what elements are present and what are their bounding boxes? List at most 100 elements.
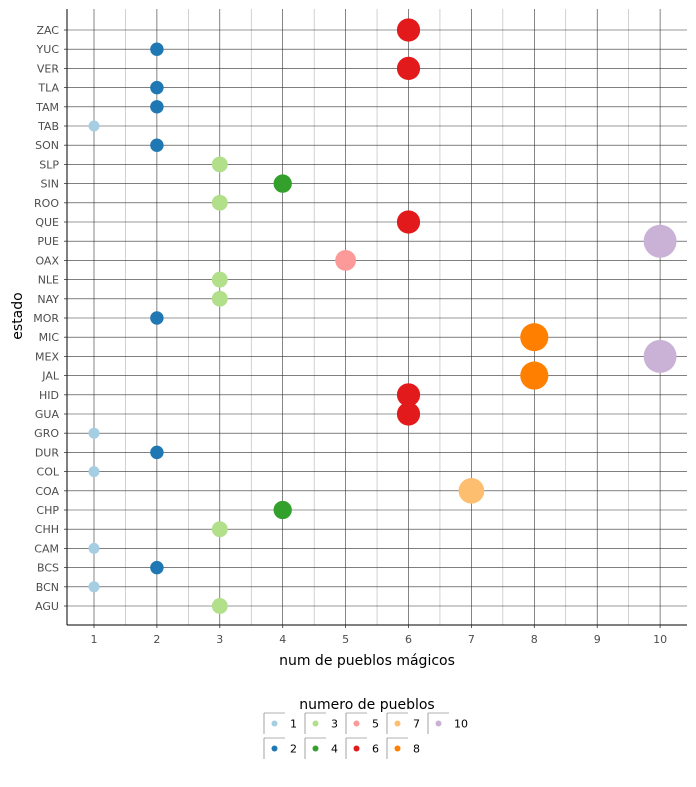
data-point-tla (150, 80, 164, 95)
x-tick-label: 7 (468, 633, 475, 646)
x-tick-label: 9 (594, 633, 601, 646)
y-tick-label: CHP (36, 504, 59, 517)
data-point-pue (643, 224, 677, 258)
legend-marker (271, 745, 278, 752)
y-tick-label: SLP (39, 158, 59, 171)
y-tick-label: VER (37, 62, 59, 75)
legend-label: 8 (413, 743, 420, 756)
axes (66, 9, 687, 626)
legend-label: 10 (454, 718, 468, 731)
legend-item-6: 6 (345, 737, 379, 759)
legend-label: 3 (331, 718, 338, 731)
legend: 1 2 3 4 5 6 7 8 10 (263, 712, 468, 759)
data-point-nay (211, 290, 228, 307)
x-tick-label: 10 (653, 633, 667, 646)
data-point-zac (396, 18, 421, 42)
data-point-mor (150, 311, 164, 325)
legend-marker (312, 720, 319, 727)
y-tick-label: TLA (37, 82, 59, 95)
legend-item-7: 7 (386, 712, 420, 734)
data-point-chp (273, 500, 292, 520)
y-axis-title: estado (10, 292, 26, 339)
x-tick-label: 8 (531, 633, 538, 646)
data-point-yuc (150, 42, 164, 56)
y-tick-label: CHH (35, 523, 59, 536)
legend-title: numero de pueblos (299, 697, 434, 713)
x-tick-label: 5 (342, 633, 349, 646)
legend-item-10: 10 (427, 712, 468, 734)
legend-marker (394, 720, 401, 727)
x-tick-labels: 1 2 3 4 5 6 7 8 9 10 (91, 625, 667, 646)
y-tick-label: CAM (34, 542, 59, 555)
data-point-tab (88, 120, 100, 132)
y-tick-label: DUR (35, 446, 60, 459)
y-tick-label: ROO (34, 197, 59, 210)
data-point-nle (211, 271, 228, 288)
y-tick-label: NLE (38, 274, 59, 287)
legend-label: 5 (372, 718, 379, 731)
data-point-col (88, 466, 100, 478)
data-point-gua (396, 402, 421, 426)
legend-label: 4 (331, 743, 338, 756)
legend-marker (271, 720, 278, 727)
y-tick-label: JAL (41, 370, 60, 383)
y-tick-label: BCS (37, 562, 59, 575)
data-points (88, 18, 677, 614)
legend-marker (435, 720, 442, 727)
legend-label: 6 (372, 743, 379, 756)
y-tick-label: GUA (35, 408, 60, 421)
legend-item-2: 2 (263, 737, 297, 759)
data-point-mic (520, 323, 549, 352)
y-tick-labels: AGU BCN BCS CAM CHH CHP COA COL DUR GRO GUA HID JAL M… (33, 24, 67, 613)
data-point-slp (211, 156, 228, 173)
data-point-tam (150, 100, 164, 114)
y-tick-label: PUE (37, 235, 59, 248)
legend-marker (353, 745, 360, 752)
y-tick-label: HID (39, 389, 59, 402)
y-tick-label: MEX (35, 350, 59, 363)
x-tick-label: 2 (153, 633, 160, 646)
x-axis-title: num de pueblos mágicos (279, 653, 455, 669)
y-tick-label: AGU (35, 600, 59, 613)
data-point-roo (211, 194, 228, 211)
legend-item-8: 8 (386, 737, 420, 759)
data-point-cam (88, 542, 100, 554)
legend-item-3: 3 (304, 712, 338, 734)
y-tick-label: COA (35, 485, 59, 498)
x-tick-label: 1 (91, 633, 98, 646)
legend-marker (353, 720, 360, 727)
y-tick-label: GRO (34, 427, 59, 440)
data-point-dur (150, 445, 164, 460)
y-tick-label: MIC (39, 331, 60, 344)
y-tick-label: ZAC (36, 24, 59, 37)
y-tick-label: YUC (36, 43, 60, 56)
data-point-chh (211, 521, 228, 538)
y-tick-label: MOR (33, 312, 59, 325)
data-point-coa (458, 477, 485, 504)
legend-label: 7 (413, 718, 420, 731)
legend-marker (394, 745, 401, 752)
y-tick-label: SIN (41, 178, 59, 191)
legend-item-4: 4 (304, 737, 338, 759)
y-tick-label: OAX (35, 254, 59, 267)
data-point-oax (335, 250, 356, 271)
data-point-bcn (88, 581, 100, 593)
data-point-sin (273, 174, 292, 193)
data-point-jal (520, 361, 549, 390)
y-tick-label: TAB (37, 120, 59, 133)
legend-item-5: 5 (345, 712, 379, 734)
legend-label: 2 (290, 743, 297, 756)
legend-marker (312, 745, 319, 752)
grid-major (67, 9, 687, 625)
data-point-ver (396, 56, 421, 81)
data-point-gro (88, 427, 100, 439)
data-point-que (396, 210, 421, 234)
y-tick-label: BCN (36, 581, 59, 594)
data-point-son (150, 138, 164, 152)
y-tick-label: COL (37, 466, 60, 479)
data-point-bcs (150, 560, 164, 575)
legend-item-1: 1 (263, 712, 297, 734)
data-point-mex (643, 339, 677, 373)
y-tick-label: SON (35, 139, 59, 152)
